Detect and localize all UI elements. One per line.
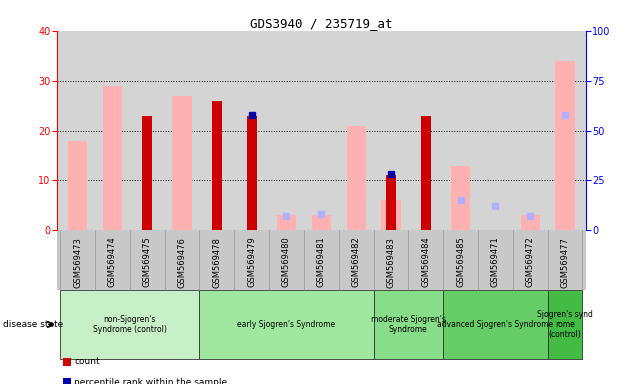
Bar — [421, 116, 431, 230]
Bar — [386, 175, 396, 230]
Bar — [381, 200, 401, 230]
Text: non-Sjogren's
Syndrome (control): non-Sjogren's Syndrome (control) — [93, 315, 167, 334]
Text: Sjogren's synd
rome
(control): Sjogren's synd rome (control) — [537, 310, 593, 339]
Bar — [142, 116, 152, 230]
Text: early Sjogren's Syndrome: early Sjogren's Syndrome — [238, 320, 336, 329]
Text: count: count — [74, 357, 100, 366]
Text: percentile rank within the sample: percentile rank within the sample — [74, 377, 227, 384]
Bar — [68, 141, 87, 230]
Bar — [451, 166, 470, 230]
Text: disease state: disease state — [3, 320, 64, 329]
Title: GDS3940 / 235719_at: GDS3940 / 235719_at — [250, 17, 392, 30]
Bar — [173, 96, 192, 230]
Text: advanced Sjogren's Syndrome: advanced Sjogren's Syndrome — [437, 320, 553, 329]
Bar — [556, 61, 575, 230]
Bar — [277, 215, 296, 230]
Bar — [312, 215, 331, 230]
Bar — [520, 215, 540, 230]
Bar — [212, 101, 222, 230]
Text: moderate Sjogren's
Syndrome: moderate Sjogren's Syndrome — [371, 315, 446, 334]
Bar — [103, 86, 122, 230]
Bar — [346, 126, 365, 230]
Bar — [247, 116, 256, 230]
